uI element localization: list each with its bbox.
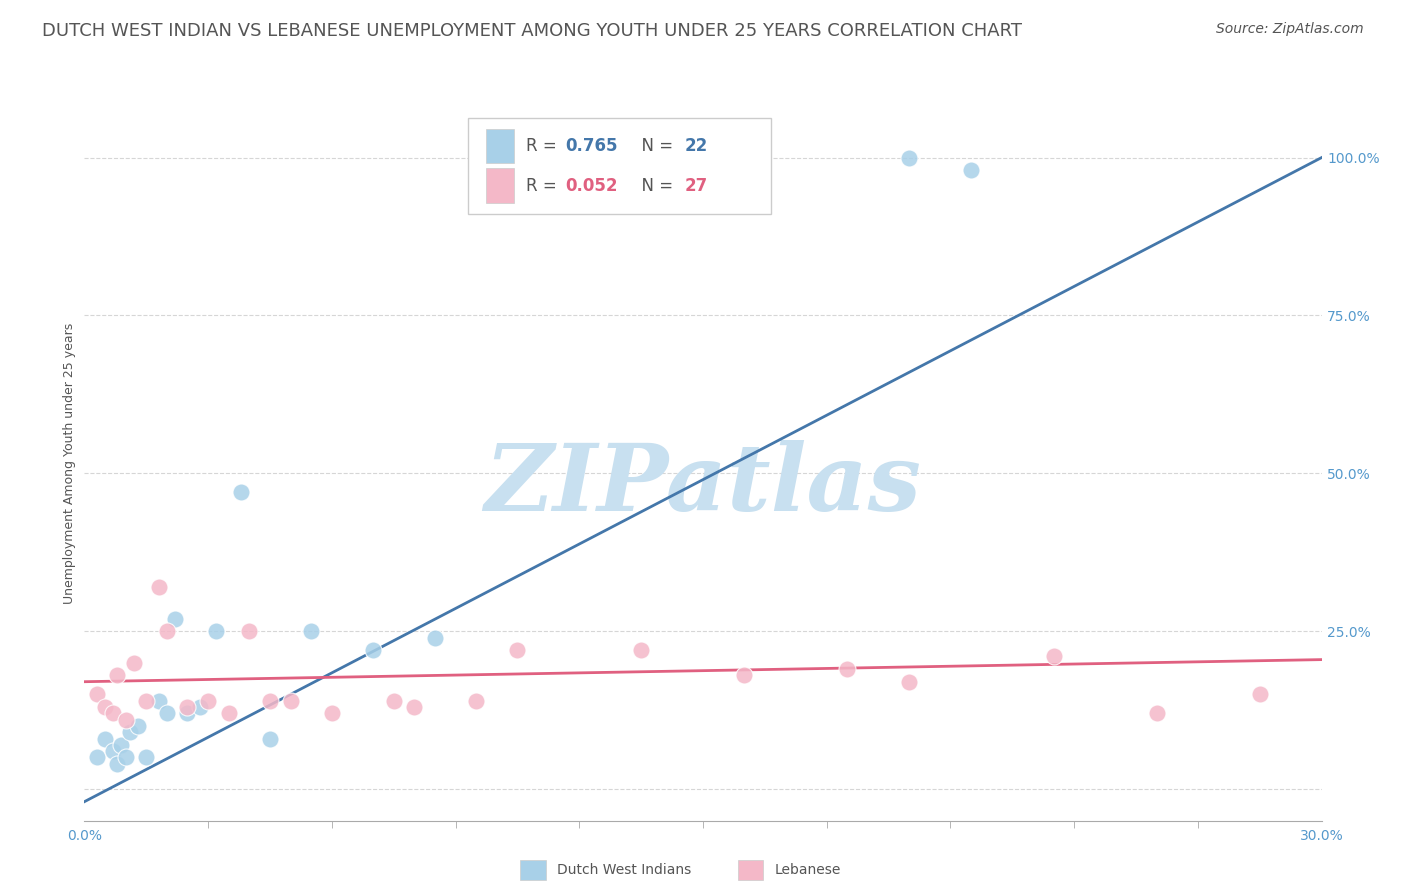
Point <box>630 643 652 657</box>
Text: 22: 22 <box>685 137 707 155</box>
Point <box>299 624 322 639</box>
Point <box>1042 649 1064 664</box>
Point <box>188 700 211 714</box>
Point <box>94 700 117 714</box>
Point <box>135 750 157 764</box>
Text: 0.052: 0.052 <box>565 177 619 194</box>
Text: Lebanese: Lebanese <box>775 863 841 877</box>
Point <box>148 693 170 707</box>
Point <box>423 631 446 645</box>
Point <box>105 668 128 682</box>
Point <box>898 674 921 689</box>
Point <box>156 706 179 721</box>
Point <box>238 624 260 639</box>
Point <box>118 725 141 739</box>
Point <box>110 738 132 752</box>
Point <box>86 750 108 764</box>
Point <box>382 693 405 707</box>
Point <box>176 706 198 721</box>
Text: R =: R = <box>526 177 562 194</box>
Y-axis label: Unemployment Among Youth under 25 years: Unemployment Among Youth under 25 years <box>63 323 76 605</box>
Point <box>103 744 125 758</box>
Point <box>960 163 983 178</box>
Text: Source: ZipAtlas.com: Source: ZipAtlas.com <box>1216 22 1364 37</box>
Point <box>465 693 488 707</box>
Point <box>122 656 145 670</box>
Point <box>259 693 281 707</box>
Point <box>94 731 117 746</box>
Point <box>197 693 219 707</box>
Point <box>165 611 187 625</box>
Point <box>361 643 384 657</box>
Text: ZIPatlas: ZIPatlas <box>485 441 921 530</box>
Point <box>404 700 426 714</box>
Point <box>156 624 179 639</box>
Text: DUTCH WEST INDIAN VS LEBANESE UNEMPLOYMENT AMONG YOUTH UNDER 25 YEARS CORRELATIO: DUTCH WEST INDIAN VS LEBANESE UNEMPLOYME… <box>42 22 1022 40</box>
Text: N =: N = <box>631 177 679 194</box>
Point <box>176 700 198 714</box>
Point <box>205 624 228 639</box>
Point <box>135 693 157 707</box>
Text: R =: R = <box>526 137 562 155</box>
Point <box>103 706 125 721</box>
Point <box>1146 706 1168 721</box>
Point <box>148 580 170 594</box>
Point <box>229 485 252 500</box>
Point <box>321 706 343 721</box>
Point <box>105 756 128 771</box>
Point <box>114 750 136 764</box>
Text: 27: 27 <box>685 177 707 194</box>
Point <box>127 719 149 733</box>
FancyBboxPatch shape <box>468 118 770 214</box>
Point <box>506 643 529 657</box>
Point <box>733 668 755 682</box>
Point <box>218 706 240 721</box>
Text: Dutch West Indians: Dutch West Indians <box>557 863 690 877</box>
Point <box>837 662 859 676</box>
Point <box>114 713 136 727</box>
FancyBboxPatch shape <box>486 129 513 163</box>
Point <box>280 693 302 707</box>
Point <box>259 731 281 746</box>
Text: 0.765: 0.765 <box>565 137 619 155</box>
Point <box>898 151 921 165</box>
Point <box>86 687 108 701</box>
Text: N =: N = <box>631 137 679 155</box>
FancyBboxPatch shape <box>486 169 513 202</box>
Point <box>1249 687 1271 701</box>
